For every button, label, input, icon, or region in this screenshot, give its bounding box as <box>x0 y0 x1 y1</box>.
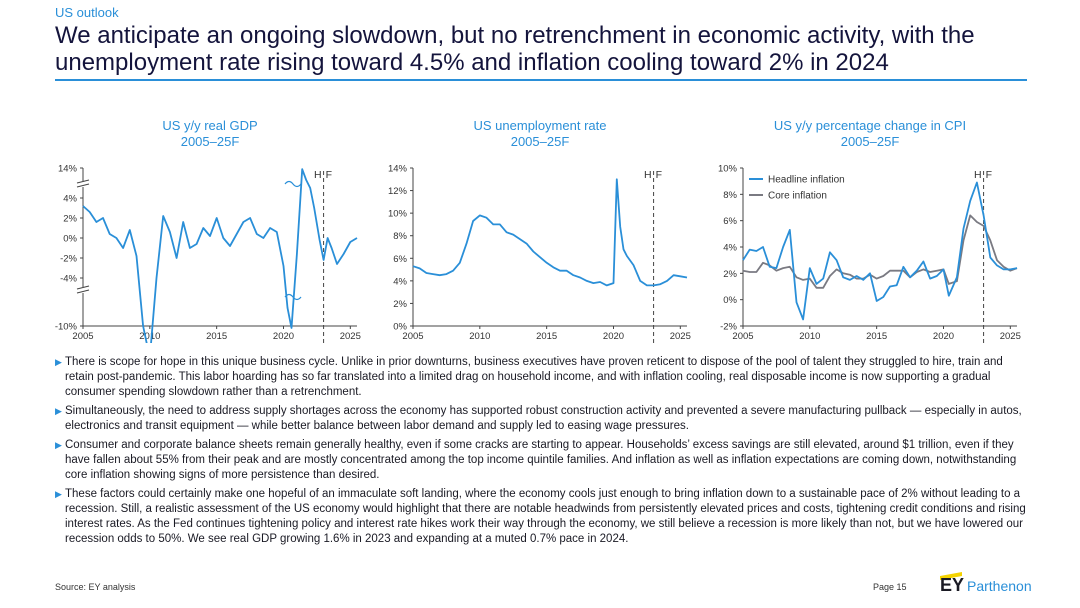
unemp-y-tick-label: 4% <box>393 276 407 287</box>
gdp-y-tick-label: 2% <box>63 214 77 225</box>
title-rule <box>55 79 1027 81</box>
gdp-axis-break-mark <box>76 183 90 188</box>
gdp-x-tick-label: 2015 <box>206 331 227 342</box>
gdp-x-tick-label: 2005 <box>72 331 93 342</box>
cpi-hf-label-h: H <box>974 169 982 181</box>
bullet-marker-icon: ▶ <box>55 440 62 450</box>
unemp-y-tick-label: 12% <box>388 186 408 197</box>
source-note: Source: EY analysis <box>55 582 136 592</box>
gdp-axis-break-mark <box>76 179 90 184</box>
cpi-hf-label-f: F <box>986 169 992 181</box>
gdp-chart: US y/y real GDP 2005–25F 14% 4% 2% 0% -2% -4%… <box>45 118 375 343</box>
unemp-hf-label-h: H <box>644 169 652 181</box>
cpi-x-tick-label: 2020 <box>933 331 954 342</box>
cpi-x-tick-label: 2005 <box>732 331 753 342</box>
bullet-marker-icon: ▶ <box>55 406 62 416</box>
cpi-chart-subtitle: 2005–25F <box>840 134 900 149</box>
cpi-y-tick-label: 2% <box>723 269 737 280</box>
unemp-hf-label-f: F <box>656 169 662 181</box>
cpi-y-tick-label: -2% <box>720 322 737 333</box>
cpi-x-tick-label: 2025 <box>1000 331 1021 342</box>
unemp-y-tick-label: 14% <box>388 164 408 175</box>
gdp-y-tick-label: -10% <box>55 322 78 333</box>
unemp-x-tick-label: 2010 <box>469 331 490 342</box>
cpi-legend-label: Headline inflation <box>768 175 845 186</box>
gdp-y-tick-label: 14% <box>58 164 78 175</box>
bullet-text: These factors could certainly make one h… <box>65 488 1026 545</box>
unemployment-chart-subtitle: 2005–25F <box>510 134 570 149</box>
gdp-axis-break-mark <box>76 285 90 290</box>
cpi-headline-line <box>742 181 1018 321</box>
gdp-x-tick-label: 2010 <box>139 331 160 342</box>
gdp-series-line <box>82 168 358 343</box>
gdp-series-break-mark <box>284 293 302 301</box>
gdp-chart-title: US y/y real GDP <box>162 118 258 133</box>
logo-brand: Parthenon <box>967 578 1032 594</box>
gdp-series-break-mark <box>284 180 302 188</box>
bullet-text: Simultaneously, the need to address supp… <box>65 405 1022 432</box>
cpi-x-tick-label: 2015 <box>866 331 887 342</box>
gdp-axis-break-gap <box>77 287 89 293</box>
page-number: Page 15 <box>873 582 907 592</box>
cpi-core-line <box>742 214 1018 289</box>
unemp-y-tick-label: 6% <box>393 254 407 265</box>
gdp-axis-break-gap <box>77 181 89 187</box>
gdp-hf-label-f: F <box>326 169 332 181</box>
gdp-axis-break-mark <box>76 289 90 294</box>
cpi-y-tick-label: 0% <box>723 295 737 306</box>
gdp-y-tick-label: 0% <box>63 234 77 245</box>
cpi-chart: US y/y percentage change in CPI 2005–25F… <box>705 118 1035 343</box>
bullet-list: ▶ There is scope for hope in this unique … <box>55 355 1030 551</box>
bullet-text: Consumer and corporate balance sheets re… <box>65 439 1017 481</box>
unemp-y-tick-label: 0% <box>393 322 407 333</box>
cpi-y-tick-label: 4% <box>723 243 737 254</box>
unemployment-chart-plot: 14% 12% 10% 8% 6% 4% 2% 0%2005 2010 2015 2020 2025 H… <box>388 164 691 343</box>
gdp-hf-label-h: H <box>314 169 322 181</box>
unemp-x-tick-label: 2015 <box>536 331 557 342</box>
gdp-y-tick-label: -2% <box>60 254 77 265</box>
gdp-y-tick-label: 4% <box>63 194 77 205</box>
unemp-x-tick-label: 2005 <box>402 331 423 342</box>
bullet-marker-icon: ▶ <box>55 357 62 367</box>
cpi-x-tick-label: 2010 <box>799 331 820 342</box>
bullet-item: ▶ There is scope for hope in this unique … <box>55 355 1030 400</box>
unemp-y-tick-label: 10% <box>388 209 408 220</box>
unemp-x-tick-label: 2020 <box>603 331 624 342</box>
gdp-chart-heading: US y/y real GDP 2005–25F <box>45 118 375 150</box>
unemployment-chart: US unemployment rate 2005–25F 14% 12% 10% 8… <box>375 118 705 343</box>
bullet-item: ▶ These factors could certainly make one … <box>55 487 1030 547</box>
gdp-y-tick-label: -4% <box>60 274 77 285</box>
unemployment-chart-heading: US unemployment rate 2005–25F <box>375 118 705 150</box>
kicker: US outlook <box>55 5 119 20</box>
cpi-chart-title: US y/y percentage change in CPI <box>773 118 967 133</box>
page-title: We anticipate an ongoing slowdown, but n… <box>55 22 975 76</box>
cpi-y-tick-label: 10% <box>718 164 738 175</box>
bullet-item: ▶ Consumer and corporate balance sheets r… <box>55 438 1030 483</box>
cpi-y-tick-label: 8% <box>723 190 737 201</box>
gdp-x-tick-label: 2020 <box>273 331 294 342</box>
gdp-chart-subtitle: 2005–25F <box>180 134 240 149</box>
bullet-text: There is scope for hope in this unique b… <box>65 356 1003 398</box>
unemp-y-tick-label: 8% <box>393 231 407 242</box>
unemp-series-line <box>412 178 688 287</box>
bullet-marker-icon: ▶ <box>55 489 62 499</box>
cpi-chart-heading: US y/y percentage change in CPI 2005–25F <box>705 118 1035 150</box>
logo-mark: EY <box>940 575 965 595</box>
unemp-y-tick-label: 2% <box>393 299 407 310</box>
unemp-x-tick-label: 2025 <box>670 331 691 342</box>
cpi-legend-label: Core inflation <box>768 191 827 202</box>
bullet-item: ▶ Simultaneously, the need to address sup… <box>55 404 1030 434</box>
gdp-chart-plot: 14% 4% 2% 0% -2% -4% -10%2005 2010 2015 2020 2025 H… <box>55 164 361 343</box>
unemployment-chart-title: US unemployment rate <box>473 118 607 133</box>
cpi-y-tick-label: 6% <box>723 216 737 227</box>
cpi-chart-plot: 10% 8% 6% 4% 2% 0% -2%2005 2010 2015 2020 2025 H F He… <box>718 164 1021 343</box>
gdp-x-tick-label: 2025 <box>340 331 361 342</box>
